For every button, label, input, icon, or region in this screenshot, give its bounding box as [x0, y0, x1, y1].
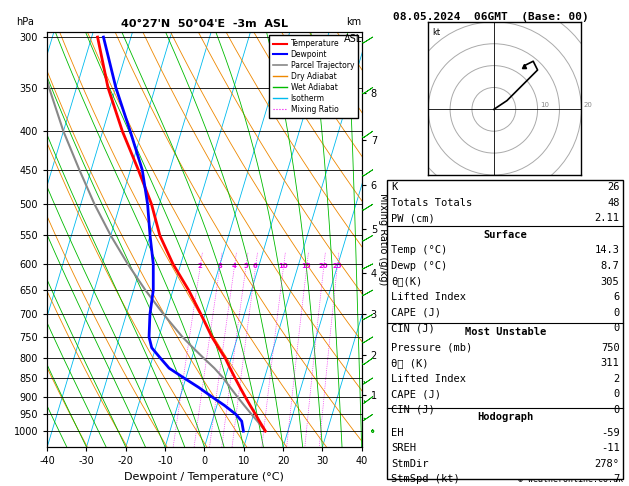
Text: 0: 0: [613, 323, 620, 333]
Text: 4: 4: [231, 263, 237, 269]
Text: CIN (J): CIN (J): [391, 323, 435, 333]
Text: -11: -11: [601, 443, 620, 453]
Text: Surface: Surface: [484, 230, 527, 240]
Text: 20: 20: [584, 102, 593, 108]
Text: 20: 20: [319, 263, 328, 269]
Legend: Temperature, Dewpoint, Parcel Trajectory, Dry Adiabat, Wet Adiabat, Isotherm, Mi: Temperature, Dewpoint, Parcel Trajectory…: [269, 35, 358, 118]
Text: 48: 48: [607, 198, 620, 208]
Text: 8.7: 8.7: [601, 261, 620, 271]
Text: 0: 0: [613, 405, 620, 415]
Text: θᴄ(K): θᴄ(K): [391, 277, 423, 287]
Text: EH: EH: [391, 428, 404, 438]
Text: StmSpd (kt): StmSpd (kt): [391, 474, 460, 485]
Text: 26: 26: [607, 182, 620, 192]
Text: θᴄ (K): θᴄ (K): [391, 358, 429, 368]
Text: CIN (J): CIN (J): [391, 405, 435, 415]
Text: Hodograph: Hodograph: [477, 412, 533, 422]
Text: Most Unstable: Most Unstable: [465, 327, 546, 337]
Text: 2.11: 2.11: [594, 213, 620, 224]
Text: SREH: SREH: [391, 443, 416, 453]
Title: 40°27'N  50°04'E  -3m  ASL: 40°27'N 50°04'E -3m ASL: [121, 19, 288, 30]
Text: 10: 10: [279, 263, 288, 269]
Text: -59: -59: [601, 428, 620, 438]
Text: 278°: 278°: [594, 459, 620, 469]
Text: 10: 10: [540, 102, 548, 108]
Text: StmDir: StmDir: [391, 459, 429, 469]
Text: 6: 6: [253, 263, 258, 269]
Text: 311: 311: [601, 358, 620, 368]
Text: 5: 5: [243, 263, 248, 269]
Text: hPa: hPa: [16, 17, 33, 27]
Text: Temp (°C): Temp (°C): [391, 245, 447, 256]
Text: 7: 7: [613, 474, 620, 485]
Text: Lifted Index: Lifted Index: [391, 374, 466, 384]
Text: 305: 305: [601, 277, 620, 287]
Text: 08.05.2024  06GMT  (Base: 00): 08.05.2024 06GMT (Base: 00): [393, 12, 589, 22]
Text: 2: 2: [198, 263, 202, 269]
Text: km: km: [347, 17, 362, 27]
Text: 3: 3: [217, 263, 222, 269]
Text: LCL: LCL: [399, 413, 415, 422]
Text: 2: 2: [613, 374, 620, 384]
Text: CAPE (J): CAPE (J): [391, 308, 441, 318]
X-axis label: Dewpoint / Temperature (°C): Dewpoint / Temperature (°C): [125, 472, 284, 482]
Text: 0: 0: [613, 389, 620, 399]
Text: Pressure (mb): Pressure (mb): [391, 343, 472, 353]
Y-axis label: Mixing Ratio (g/kg): Mixing Ratio (g/kg): [378, 193, 388, 285]
Text: ASL: ASL: [343, 34, 362, 44]
Text: 750: 750: [601, 343, 620, 353]
Text: 25: 25: [332, 263, 342, 269]
Text: 15: 15: [302, 263, 311, 269]
Text: © weatheronline.co.uk: © weatheronline.co.uk: [518, 474, 623, 484]
Text: 0: 0: [613, 308, 620, 318]
Text: K: K: [391, 182, 398, 192]
Text: 6: 6: [613, 292, 620, 302]
Text: Lifted Index: Lifted Index: [391, 292, 466, 302]
Text: Dewp (°C): Dewp (°C): [391, 261, 447, 271]
Text: Totals Totals: Totals Totals: [391, 198, 472, 208]
Text: CAPE (J): CAPE (J): [391, 389, 441, 399]
Text: PW (cm): PW (cm): [391, 213, 435, 224]
Text: 14.3: 14.3: [594, 245, 620, 256]
Text: kt: kt: [433, 28, 441, 37]
